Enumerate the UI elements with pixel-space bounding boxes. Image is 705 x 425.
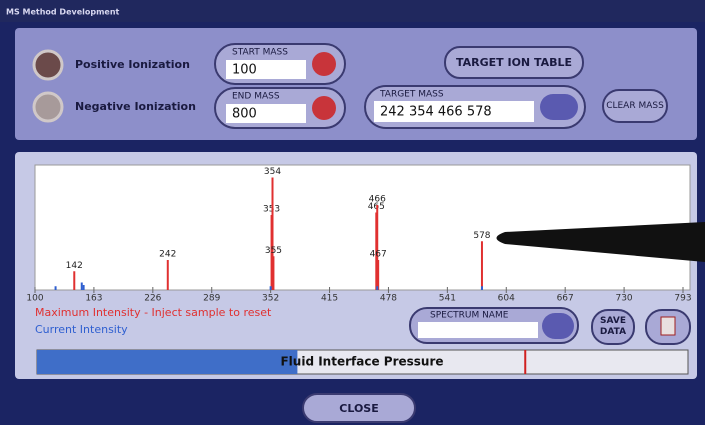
- keyboard-icon[interactable]: [542, 313, 574, 339]
- settings-panel: [15, 28, 697, 140]
- keypad-icon[interactable]: [312, 96, 336, 120]
- screen: MS Method Development Positive Ionizatio…: [0, 0, 705, 425]
- x-tick-label: 163: [85, 294, 102, 304]
- plot-area: [35, 165, 690, 290]
- negative-label[interactable]: Negative Ionization: [75, 100, 196, 113]
- start-mass-label: START MASS: [232, 48, 288, 58]
- spectrum-name-input[interactable]: [418, 322, 538, 338]
- save-data-wrap: SAVE DATA: [592, 310, 634, 344]
- radio-positive[interactable]: [34, 51, 62, 79]
- x-tick-label: 793: [674, 294, 691, 304]
- pressure-fill: [37, 350, 297, 374]
- x-tick-label: 415: [321, 294, 338, 304]
- pressure-label: Fluid Interface Pressure: [280, 355, 443, 369]
- target-ion-table-text: TARGET ION TABLE: [456, 56, 572, 69]
- peak-label: 242: [159, 250, 176, 260]
- x-tick-label: 667: [557, 294, 574, 304]
- close-text: CLOSE: [339, 402, 378, 415]
- x-tick-label: 352: [262, 294, 279, 304]
- peak-label: 578: [473, 231, 490, 241]
- target-mass-value: 242 354 466 578: [380, 105, 492, 120]
- legend-entry: Maximum Intensity - Inject sample to res…: [35, 306, 272, 319]
- x-tick-label: 730: [615, 294, 632, 304]
- x-tick-label: 541: [439, 294, 456, 304]
- x-tick-label: 478: [380, 294, 397, 304]
- keypad-icon[interactable]: [312, 52, 336, 76]
- clear-mass-text: CLEAR MASS: [603, 90, 667, 122]
- end-mass-value: 800: [232, 107, 257, 122]
- clear-mass-wrap: CLEAR MASS: [603, 90, 667, 122]
- x-tick-label: 604: [498, 294, 515, 304]
- x-tick-label: 226: [144, 294, 161, 304]
- peak-label: 466: [369, 195, 386, 205]
- target-mass-label: TARGET MASS: [379, 90, 444, 100]
- start-mass-value: 100: [232, 63, 257, 78]
- positive-label[interactable]: Positive Ionization: [75, 58, 190, 71]
- peak-label: 467: [370, 250, 387, 260]
- end-mass-label: END MASS: [232, 92, 280, 102]
- save-data-text: SAVE DATA: [592, 310, 634, 344]
- peak-label: 355: [265, 246, 282, 256]
- window-title: MS Method Development: [6, 8, 120, 17]
- keyboard-icon[interactable]: [540, 94, 578, 120]
- print-icon: [661, 317, 675, 335]
- x-tick-label: 289: [203, 294, 220, 304]
- spectrum-name-label: SPECTRUM NAME: [430, 311, 509, 321]
- peak-label: 354: [264, 167, 281, 177]
- x-tick-label: 100: [26, 294, 43, 304]
- legend-entry: Current Intensity: [35, 323, 128, 336]
- radio-negative[interactable]: [34, 93, 62, 121]
- peak-label: 142: [66, 261, 83, 271]
